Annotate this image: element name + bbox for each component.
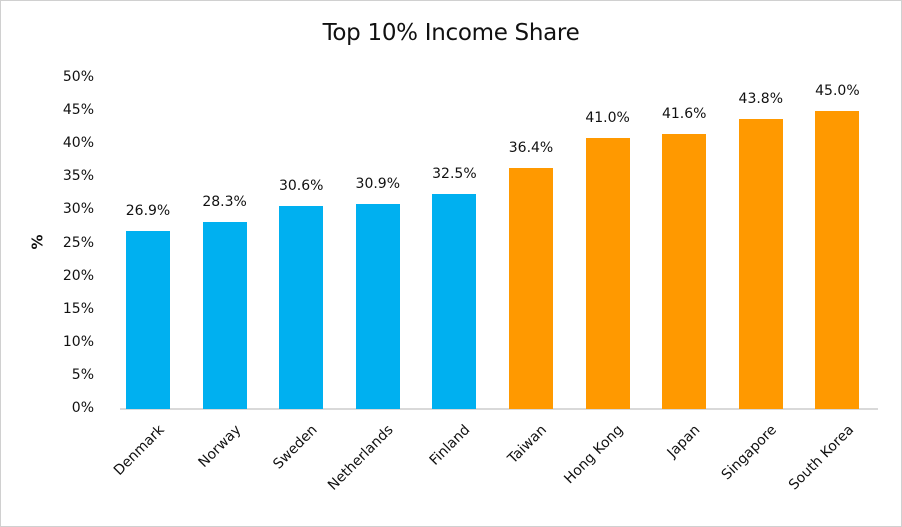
y-tick-label: 30% xyxy=(62,201,94,218)
y-tick-label: 40% xyxy=(62,135,94,152)
data-label: 30.9% xyxy=(355,176,401,193)
bar xyxy=(815,111,860,409)
data-label: 45.0% xyxy=(815,83,860,100)
bar xyxy=(432,193,477,409)
bar xyxy=(126,230,170,409)
data-label: 36.4% xyxy=(508,140,554,157)
data-label: 43.8% xyxy=(738,91,784,108)
bar xyxy=(509,168,553,409)
data-label: 28.3% xyxy=(202,193,247,210)
y-tick-label: 15% xyxy=(62,300,94,317)
y-tick-label: 5% xyxy=(71,366,94,383)
bar xyxy=(662,133,707,409)
y-axis-label: % xyxy=(28,234,47,250)
y-tick-label: 25% xyxy=(62,234,94,251)
chart-title: Top 10% Income Share xyxy=(322,20,580,46)
y-tick-label: 35% xyxy=(62,168,94,185)
bar xyxy=(585,137,630,409)
y-tick-label: 45% xyxy=(62,102,94,119)
y-tick-label: 0% xyxy=(71,400,94,416)
x-axis-line xyxy=(120,408,878,410)
bar xyxy=(355,204,400,409)
y-tick-label: 20% xyxy=(62,267,94,284)
bar xyxy=(279,206,324,409)
y-tick-label: 10% xyxy=(62,333,94,350)
y-tick-label: 50% xyxy=(62,69,94,85)
data-label: 41.0% xyxy=(585,109,630,126)
data-label: 26.9% xyxy=(125,202,171,219)
bar xyxy=(202,221,247,409)
data-label: 41.6% xyxy=(661,105,707,122)
data-label: 30.6% xyxy=(278,178,324,195)
bar xyxy=(738,119,783,409)
data-label: 32.5% xyxy=(432,165,477,182)
